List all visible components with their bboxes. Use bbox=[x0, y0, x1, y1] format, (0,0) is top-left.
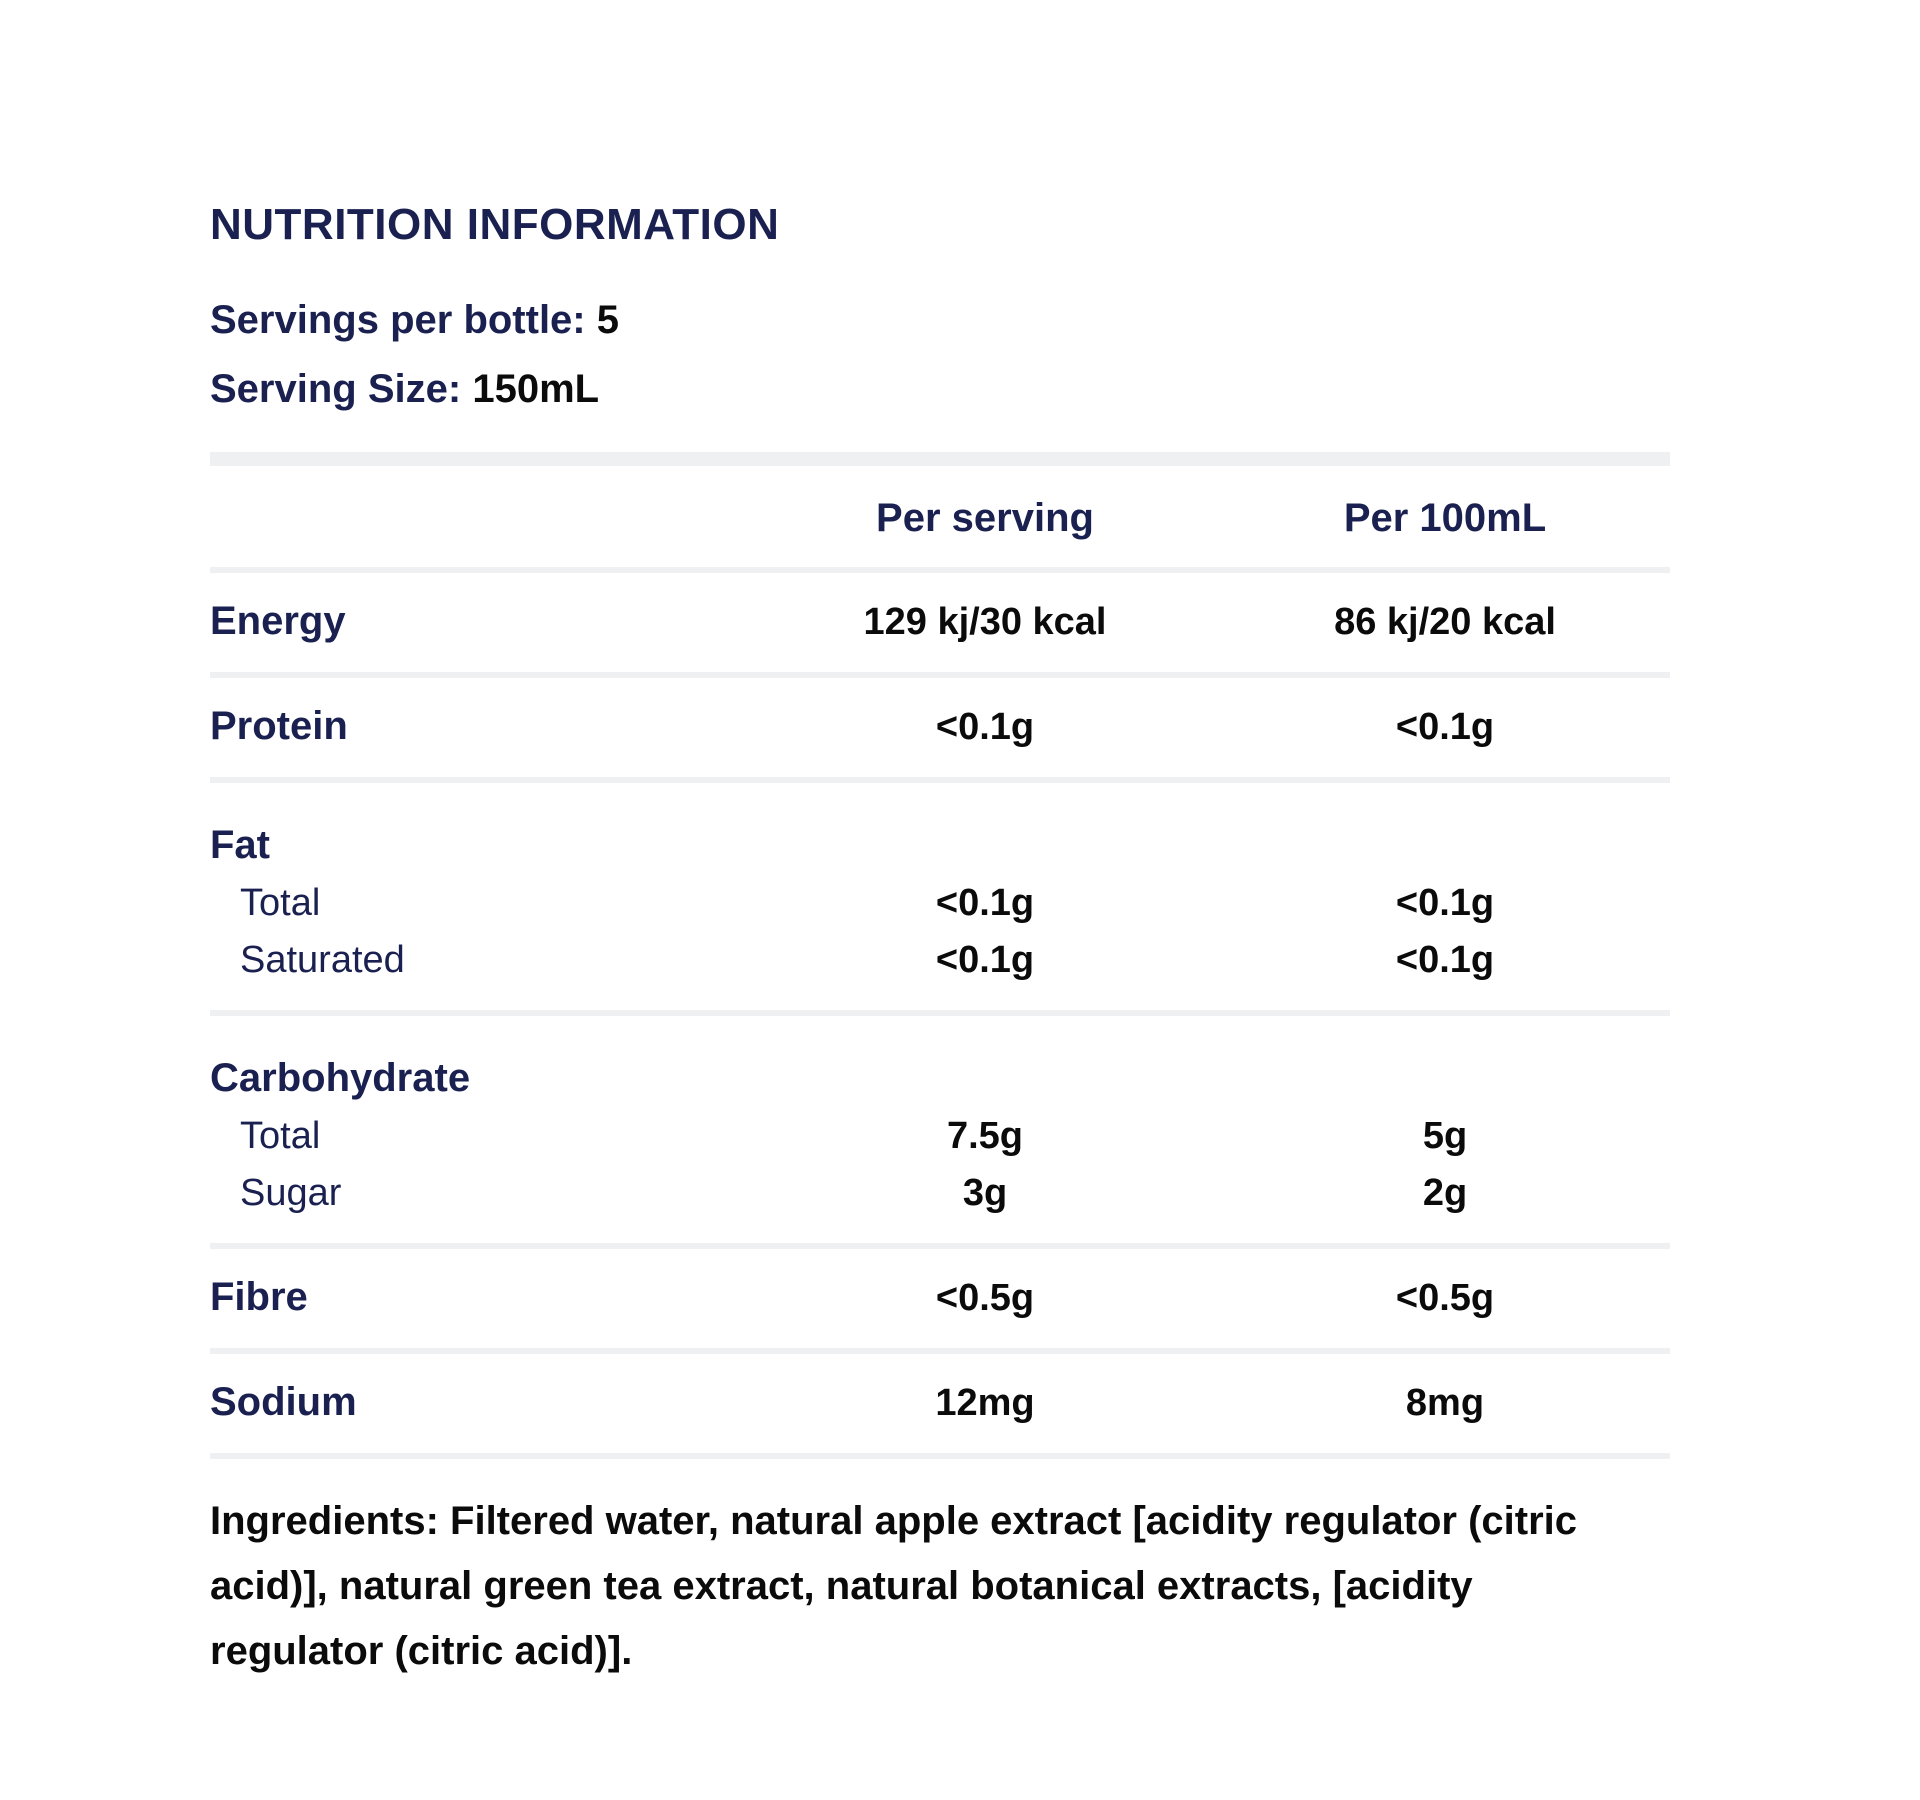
top-divider-band bbox=[210, 452, 1670, 466]
table-row-sugar: Sugar 3g 2g bbox=[210, 1172, 1670, 1215]
page-title: NUTRITION INFORMATION bbox=[210, 200, 780, 249]
value-per-100ml: 2g bbox=[1422, 1172, 1468, 1214]
bottom-divider bbox=[210, 1453, 1670, 1459]
row-label: Sugar bbox=[240, 1172, 342, 1214]
row-label: Sodium bbox=[210, 1380, 357, 1424]
column-header-per-serving: Per serving bbox=[876, 496, 1094, 540]
servings-per-bottle-line: Servings per bottle: 5 bbox=[210, 298, 1670, 343]
table-section-sodium: Sodium 12mg 8mg bbox=[210, 1354, 1670, 1453]
table-header-row: Per serving Per 100mL bbox=[210, 466, 1670, 567]
value-per-100ml: <0.5g bbox=[1395, 1277, 1495, 1319]
value-per-serving: 12mg bbox=[935, 1382, 1035, 1424]
value-per-100ml: 5g bbox=[1422, 1115, 1468, 1157]
table-section-fat: Fat Total <0.1g <0.1g Saturated <0.1g <0.1g bbox=[210, 783, 1670, 1010]
row-label: Fat bbox=[210, 823, 270, 867]
table-row-total: Total 7.5g 5g bbox=[210, 1115, 1670, 1158]
table-row-carbohydrate: Carbohydrate bbox=[210, 1056, 1670, 1101]
row-label: Carbohydrate bbox=[210, 1056, 471, 1100]
value-per-100ml: 86 kj/20 kcal bbox=[1334, 601, 1556, 643]
serving-size-label: Serving Size: bbox=[210, 367, 462, 411]
value-per-serving: <0.1g bbox=[935, 882, 1035, 924]
table-row-energy: Energy 129 kj/30 kcal 86 kj/20 kcal bbox=[210, 599, 1670, 644]
row-divider bbox=[210, 1348, 1670, 1354]
column-header-per-100ml: Per 100mL bbox=[1343, 496, 1547, 540]
table-row-saturated: Saturated <0.1g <0.1g bbox=[210, 939, 1670, 982]
servings-per-bottle-label: Servings per bottle: bbox=[210, 298, 586, 342]
value-per-100ml: <0.1g bbox=[1395, 939, 1495, 981]
serving-size-value: 150mL bbox=[472, 367, 600, 411]
row-label: Protein bbox=[210, 704, 348, 748]
row-label: Total bbox=[240, 1115, 321, 1157]
table-row-fat: Fat bbox=[210, 823, 1670, 868]
table-section-fibre: Fibre <0.5g <0.5g bbox=[210, 1249, 1670, 1348]
row-divider bbox=[210, 1243, 1670, 1249]
table-row-total: Total <0.1g <0.1g bbox=[210, 882, 1670, 925]
row-divider bbox=[210, 777, 1670, 783]
row-label: Energy bbox=[210, 599, 346, 643]
row-divider bbox=[210, 567, 1670, 573]
row-label: Saturated bbox=[240, 939, 405, 981]
table-row-fibre: Fibre <0.5g <0.5g bbox=[210, 1275, 1670, 1320]
value-per-100ml: 8mg bbox=[1405, 1382, 1485, 1424]
value-per-serving: <0.1g bbox=[935, 706, 1035, 748]
nutrition-table-body: Energy 129 kj/30 kcal 86 kj/20 kcal Protein… bbox=[210, 567, 1670, 1459]
table-section-protein: Protein <0.1g <0.1g bbox=[210, 678, 1670, 777]
serving-size-line: Serving Size: 150mL bbox=[210, 367, 1670, 412]
table-row-protein: Protein <0.1g <0.1g bbox=[210, 704, 1670, 749]
table-section-carbohydrate: Carbohydrate Total 7.5g 5g Sugar 3g 2g bbox=[210, 1016, 1670, 1243]
value-per-serving: 7.5g bbox=[946, 1115, 1024, 1157]
value-per-100ml: <0.1g bbox=[1395, 882, 1495, 924]
value-per-serving: 3g bbox=[962, 1172, 1008, 1214]
row-label: Fibre bbox=[210, 1275, 308, 1319]
value-per-100ml: <0.1g bbox=[1395, 706, 1495, 748]
row-divider bbox=[210, 1010, 1670, 1016]
value-per-serving: <0.5g bbox=[935, 1277, 1035, 1319]
value-per-serving: 129 kj/30 kcal bbox=[863, 601, 1107, 643]
table-section-energy: Energy 129 kj/30 kcal 86 kj/20 kcal bbox=[210, 573, 1670, 672]
servings-per-bottle-value: 5 bbox=[596, 298, 619, 342]
row-label: Total bbox=[240, 882, 321, 924]
row-divider bbox=[210, 672, 1670, 678]
value-per-serving: <0.1g bbox=[935, 939, 1035, 981]
ingredients-text: Ingredients: Filtered water, natural app… bbox=[210, 1499, 1578, 1673]
nutrition-label: NUTRITION INFORMATION Servings per bottl… bbox=[210, 200, 1670, 1683]
table-row-sodium: Sodium 12mg 8mg bbox=[210, 1380, 1670, 1425]
